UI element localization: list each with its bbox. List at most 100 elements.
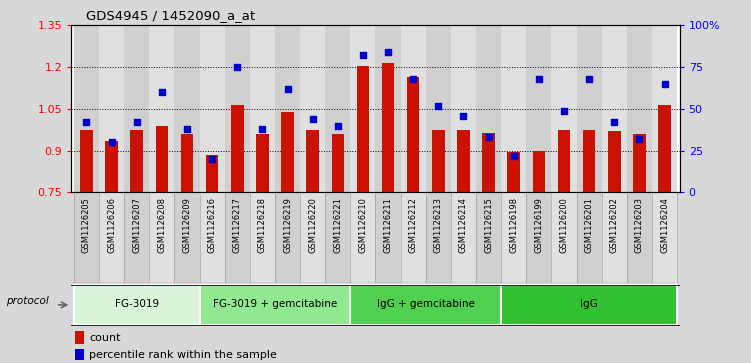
Bar	[476, 192, 501, 283]
Text: GSM1126218: GSM1126218	[258, 197, 267, 253]
Text: GSM1126212: GSM1126212	[409, 197, 418, 253]
Bar	[105, 141, 118, 192]
Bar	[608, 131, 620, 192]
Bar	[451, 192, 476, 283]
Bar	[281, 112, 294, 192]
Bar	[351, 192, 376, 283]
Bar	[583, 130, 596, 192]
Bar	[551, 192, 577, 283]
Bar	[659, 105, 671, 192]
Text: GSM1126201: GSM1126201	[585, 197, 593, 253]
Bar	[74, 25, 99, 192]
Text: percentile rank within the sample: percentile rank within the sample	[89, 350, 277, 360]
Bar	[476, 25, 501, 192]
Bar	[426, 192, 451, 283]
Point	[558, 108, 570, 114]
Text: GSM1126216: GSM1126216	[207, 197, 216, 253]
Bar	[131, 130, 143, 192]
Text: GSM1126200: GSM1126200	[559, 197, 569, 253]
Bar	[400, 25, 426, 192]
Bar	[501, 285, 677, 325]
Bar	[300, 192, 325, 283]
Text: GDS4945 / 1452090_a_at: GDS4945 / 1452090_a_at	[86, 9, 255, 22]
Bar	[181, 134, 193, 192]
Bar	[206, 155, 219, 192]
Point	[407, 76, 419, 82]
Point	[508, 153, 520, 159]
Bar	[200, 192, 225, 283]
Text: GSM1126215: GSM1126215	[484, 197, 493, 253]
Bar	[300, 25, 325, 192]
Bar	[74, 192, 99, 283]
Bar	[99, 25, 124, 192]
Point	[659, 81, 671, 87]
Point	[306, 116, 318, 122]
Text: GSM1126205: GSM1126205	[82, 197, 91, 253]
Bar	[526, 192, 551, 283]
Bar	[351, 285, 501, 325]
Text: FG-3019 + gemcitabine: FG-3019 + gemcitabine	[213, 299, 337, 309]
Bar	[457, 130, 470, 192]
Bar	[627, 25, 652, 192]
Bar	[451, 25, 476, 192]
Text: GSM1126208: GSM1126208	[158, 197, 166, 253]
Point	[155, 89, 167, 95]
Text: IgG: IgG	[581, 299, 598, 309]
Point	[231, 64, 243, 70]
Point	[633, 136, 645, 142]
Text: GSM1126213: GSM1126213	[434, 197, 443, 253]
Bar	[627, 192, 652, 283]
Point	[433, 103, 445, 109]
Point	[181, 126, 193, 132]
Text: GSM1126207: GSM1126207	[132, 197, 141, 253]
Point	[282, 86, 294, 92]
Bar	[149, 25, 174, 192]
Bar	[482, 132, 495, 192]
Bar	[174, 192, 200, 283]
Bar	[558, 130, 570, 192]
Bar	[155, 126, 168, 192]
Point	[483, 134, 495, 140]
Bar	[124, 192, 149, 283]
Text: GSM1126203: GSM1126203	[635, 197, 644, 253]
Bar	[275, 192, 300, 283]
Text: count: count	[89, 333, 121, 343]
Bar	[306, 130, 319, 192]
Bar	[376, 25, 400, 192]
Bar	[74, 285, 200, 325]
Text: GSM1126220: GSM1126220	[308, 197, 317, 253]
Bar	[275, 25, 300, 192]
Bar	[75, 331, 84, 344]
Point	[608, 119, 620, 125]
Text: GSM1126217: GSM1126217	[233, 197, 242, 253]
Text: GSM1126214: GSM1126214	[459, 197, 468, 253]
Point	[206, 156, 218, 162]
Bar	[75, 349, 84, 360]
Text: GSM1126210: GSM1126210	[358, 197, 367, 253]
Text: GSM1126206: GSM1126206	[107, 197, 116, 253]
Bar	[551, 25, 577, 192]
Bar	[99, 192, 124, 283]
Bar	[501, 192, 526, 283]
Bar	[526, 25, 551, 192]
Bar	[577, 192, 602, 283]
Bar	[331, 134, 344, 192]
Bar	[200, 25, 225, 192]
Bar	[426, 25, 451, 192]
Bar	[508, 152, 520, 192]
Point	[106, 139, 118, 145]
Text: GSM1126211: GSM1126211	[384, 197, 393, 253]
Bar	[225, 25, 250, 192]
Point	[584, 76, 596, 82]
Bar	[652, 25, 677, 192]
Bar	[351, 25, 376, 192]
Bar	[174, 25, 200, 192]
Text: protocol: protocol	[6, 295, 49, 306]
Bar	[149, 192, 174, 283]
Bar	[602, 192, 627, 283]
Text: FG-3019: FG-3019	[115, 299, 158, 309]
Bar	[250, 25, 275, 192]
Point	[80, 119, 92, 125]
Bar	[80, 130, 92, 192]
Bar	[225, 192, 250, 283]
